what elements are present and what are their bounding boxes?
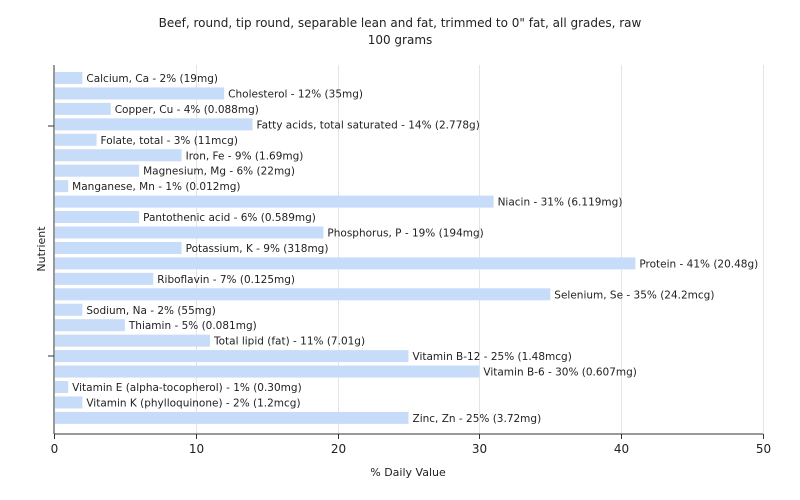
bar-label: Vitamin B-6 - 30% (0.607mg) xyxy=(483,367,637,379)
bar xyxy=(55,350,409,363)
bar-label: Thiamin - 5% (0.081mg) xyxy=(128,320,257,332)
bar xyxy=(55,241,182,254)
bar xyxy=(55,118,253,131)
bar xyxy=(55,334,210,347)
bar-label: Manganese, Mn - 1% (0.012mg) xyxy=(72,181,240,193)
bar-label: Calcium, Ca - 2% (19mg) xyxy=(86,73,218,85)
x-tick-label: 40 xyxy=(614,442,629,456)
bar-label: Total lipid (fat) - 11% (7.01g) xyxy=(213,336,365,348)
bar xyxy=(55,381,69,393)
bar xyxy=(55,396,83,409)
bar xyxy=(55,365,480,378)
bar-label: Vitamin K (phylloquinone) - 2% (1.2mcg) xyxy=(86,397,300,409)
bar-label: Selenium, Se - 35% (24.2mcg) xyxy=(554,289,714,301)
bar xyxy=(55,133,97,146)
bar-label: Riboflavin - 7% (0.125mg) xyxy=(157,274,295,286)
bar-label: Pantothenic acid - 6% (0.589mg) xyxy=(143,212,316,224)
bar xyxy=(55,272,154,285)
bar-label: Niacin - 31% (6.119mg) xyxy=(498,197,623,209)
bar-label: Sodium, Na - 2% (55mg) xyxy=(86,305,215,317)
bar xyxy=(55,87,225,100)
bar xyxy=(55,180,69,193)
bar-label: Folate, total - 3% (11mcg) xyxy=(101,135,238,147)
x-axis-ticks: 0 10 20 30 40 50 xyxy=(51,434,771,456)
bar xyxy=(55,102,111,115)
bar xyxy=(55,303,83,316)
bar-label: Cholesterol - 12% (35mg) xyxy=(228,88,363,100)
x-tick-label: 10 xyxy=(189,442,204,456)
bar-label: Zinc, Zn - 25% (3.72mg) xyxy=(413,413,542,425)
bar-label: Protein - 41% (20.48g) xyxy=(639,258,758,270)
x-axis-title: % Daily Value xyxy=(370,466,446,479)
bar-label: Magnesium, Mg - 6% (22mg) xyxy=(143,166,295,178)
bar xyxy=(55,211,140,224)
x-tick-label: 30 xyxy=(472,442,487,456)
chart-subtitle: 100 grams xyxy=(368,33,433,47)
chart-title: Beef, round, tip round, separable lean a… xyxy=(159,16,642,30)
x-tick-label: 0 xyxy=(51,442,59,456)
bar xyxy=(55,319,125,332)
bar-label: Vitamin E (alpha-tocopherol) - 1% (0.30m… xyxy=(72,382,302,394)
axes xyxy=(48,65,763,435)
bar-label: Iron, Fe - 9% (1.69mg) xyxy=(186,150,304,162)
bar xyxy=(55,257,636,270)
bars: Calcium, Ca - 2% (19mg) Cholesterol - 12%… xyxy=(55,72,758,425)
bar xyxy=(55,149,182,162)
bar xyxy=(55,164,140,177)
bar-label: Copper, Cu - 4% (0.088mg) xyxy=(115,104,259,116)
bar xyxy=(55,72,83,84)
bar xyxy=(55,288,551,301)
y-axis-title: Nutrient xyxy=(35,226,48,272)
x-tick-label: 20 xyxy=(331,442,346,456)
bar xyxy=(55,226,324,239)
x-tick-label: 50 xyxy=(756,442,771,456)
bar xyxy=(55,195,494,208)
bar xyxy=(55,411,409,424)
bar-label: Phosphorus, P - 19% (194mg) xyxy=(327,228,483,240)
bar-label: Potassium, K - 9% (318mg) xyxy=(186,243,329,255)
bar-label: Fatty acids, total saturated - 14% (2.77… xyxy=(257,119,480,131)
bar-label: Vitamin B-12 - 25% (1.48mcg) xyxy=(413,351,572,363)
